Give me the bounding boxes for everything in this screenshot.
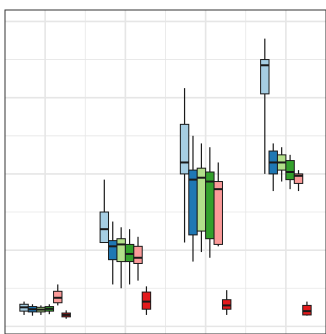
box-body (99, 211, 110, 244)
box-s4 (285, 154, 295, 190)
box-body (285, 160, 295, 181)
box-s3 (276, 147, 287, 182)
box-s3 (116, 227, 126, 289)
box-s2 (188, 135, 198, 262)
box-s4 (205, 147, 215, 258)
plot-border (4, 9, 326, 334)
box-s5 (213, 162, 223, 247)
box-s6 (221, 290, 232, 315)
box-body (213, 181, 223, 245)
box-s3 (196, 143, 207, 253)
box-s6 (61, 310, 71, 319)
box-s1 (99, 179, 110, 244)
box-s4 (44, 304, 55, 315)
box-s3 (36, 305, 46, 315)
box-s1 (260, 38, 270, 174)
box-s1 (19, 301, 29, 315)
box-body (179, 123, 190, 175)
box-s5 (53, 284, 63, 306)
box-body (108, 240, 118, 261)
box-s5 (133, 236, 143, 281)
plot-frame (4, 9, 326, 334)
box-s6 (141, 286, 152, 315)
box-series (19, 38, 312, 319)
box-s1 (179, 88, 190, 243)
box-body (116, 238, 126, 263)
box-s2 (268, 143, 278, 192)
box-s4 (124, 229, 135, 285)
box-s2 (27, 304, 38, 316)
box-s5 (293, 170, 304, 192)
box-body (260, 59, 270, 95)
box-s6 (302, 301, 312, 316)
box-s2 (108, 221, 118, 285)
box-body (133, 245, 143, 264)
box-body (293, 173, 304, 184)
